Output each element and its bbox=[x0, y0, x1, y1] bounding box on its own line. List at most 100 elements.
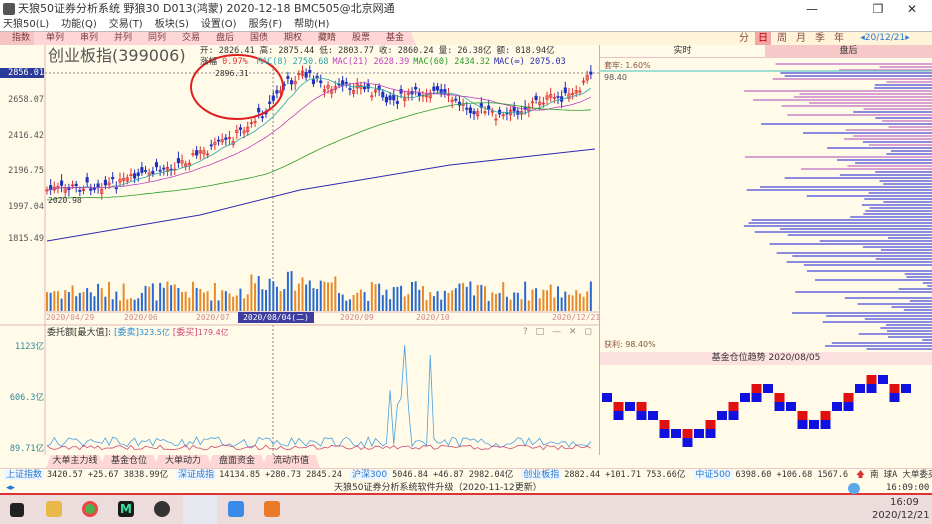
chip-bar bbox=[751, 219, 932, 221]
ticker-item[interactable]: 创业板指 2882.44 +101.71 753.66亿 bbox=[521, 469, 685, 482]
volume-bar bbox=[403, 296, 406, 311]
period-4[interactable]: 季 bbox=[815, 33, 825, 44]
ticker-name[interactable]: 创业板指 bbox=[521, 470, 562, 480]
trend-cell bbox=[809, 420, 819, 429]
tianlang-app-icon[interactable] bbox=[183, 495, 217, 524]
chip-bar bbox=[808, 102, 932, 104]
candle bbox=[209, 144, 213, 147]
candle bbox=[202, 150, 206, 155]
menu-service[interactable]: 服务(F) bbox=[248, 19, 283, 30]
tab-7[interactable]: 国债 bbox=[238, 32, 280, 45]
indicator-tab-0[interactable]: 大单主力线 bbox=[46, 455, 104, 468]
candle bbox=[545, 95, 549, 100]
tab-0[interactable]: 指数 bbox=[0, 32, 42, 45]
wps-icon[interactable] bbox=[228, 501, 244, 517]
indicator-tab-1[interactable]: 基金仓位 bbox=[100, 455, 158, 468]
indicator-tab-2[interactable]: 大单动力 bbox=[154, 455, 212, 468]
chip-bar bbox=[880, 327, 932, 329]
tab-3[interactable]: 并列 bbox=[102, 32, 144, 45]
candle bbox=[191, 153, 195, 156]
volume-bar bbox=[188, 297, 191, 311]
minimize-button[interactable]: — bbox=[806, 2, 818, 16]
candle bbox=[107, 182, 111, 186]
volume-bar bbox=[502, 282, 505, 311]
tab-after-close[interactable]: 盘后 bbox=[765, 45, 932, 58]
chip-bar bbox=[776, 252, 932, 254]
menu-trade[interactable]: 交易(T) bbox=[108, 19, 143, 30]
chip-bar bbox=[850, 216, 932, 218]
maximize-panel-button[interactable]: □ bbox=[535, 327, 545, 337]
close-button[interactable]: ✕ bbox=[906, 2, 918, 16]
tab-2[interactable]: 串列 bbox=[68, 32, 110, 45]
volume-bar bbox=[557, 286, 559, 311]
tab-4[interactable]: 同列 bbox=[136, 32, 178, 45]
trend-cell bbox=[751, 393, 762, 402]
volume-bar bbox=[567, 294, 570, 311]
ticker-item[interactable]: 上证指数 3420.57 +25.67 3838.99亿 bbox=[4, 469, 168, 482]
menu-help[interactable]: 帮助(H) bbox=[294, 19, 330, 30]
date-label: 2020/12/21 bbox=[552, 313, 601, 322]
date-label: 2020/06 bbox=[124, 313, 158, 322]
chip-bar bbox=[879, 66, 932, 68]
file-explorer-icon[interactable] bbox=[46, 501, 62, 517]
menu-function[interactable]: 功能(Q) bbox=[61, 19, 97, 30]
minimize-panel-button[interactable]: — bbox=[552, 327, 562, 337]
period-0[interactable]: 分 bbox=[739, 33, 749, 44]
ticker-name[interactable]: 深证成指 bbox=[176, 470, 217, 480]
date-navigator[interactable]: ◂20/12/21▸ bbox=[860, 33, 910, 43]
chrome-icon[interactable] bbox=[82, 501, 98, 517]
candle bbox=[330, 89, 334, 94]
indicator-tab-4[interactable]: 流动市值 bbox=[262, 455, 320, 468]
period-1[interactable]: 日 bbox=[755, 32, 771, 45]
ticker-item[interactable]: 沪深300 5046.84 +46.87 2982.04亿 bbox=[349, 469, 513, 482]
restore-button[interactable]: ❐ bbox=[872, 2, 884, 16]
close-panel-button[interactable]: ✕ bbox=[568, 327, 577, 337]
ticker-name[interactable]: 沪深300 bbox=[349, 470, 390, 480]
trend-cell bbox=[625, 402, 635, 411]
ticker-item[interactable]: 深证成指 14134.85 +280.73 2845.24 bbox=[176, 469, 342, 482]
tab-10[interactable]: 股票 bbox=[340, 32, 382, 45]
help-button[interactable]: ? bbox=[523, 327, 528, 337]
menu-tianlang[interactable]: 天狼50(L) bbox=[3, 19, 50, 30]
volume-bar bbox=[520, 299, 523, 311]
volume-bar bbox=[155, 300, 158, 311]
chip-bar bbox=[927, 285, 932, 287]
volume-bar bbox=[195, 287, 198, 311]
scroll-arrows-icon[interactable]: ◂▸ bbox=[6, 483, 16, 493]
tab-1[interactable]: 单列 bbox=[34, 32, 76, 45]
ticker-name[interactable]: 中证500 bbox=[693, 470, 733, 480]
period-5[interactable]: 年 bbox=[834, 33, 844, 44]
m-app-icon[interactable]: M bbox=[118, 501, 134, 517]
trend-cell bbox=[682, 438, 693, 447]
candle bbox=[136, 172, 140, 176]
candle bbox=[227, 136, 232, 139]
menu-settings[interactable]: 设置(O) bbox=[200, 19, 237, 30]
tab-realtime[interactable]: 实时 bbox=[600, 45, 765, 58]
tab-11[interactable]: 基金 bbox=[374, 32, 416, 45]
indicator-tab-3[interactable]: 盘面资金 bbox=[208, 455, 266, 468]
tab-5[interactable]: 交易 bbox=[170, 32, 212, 45]
volume-bar bbox=[126, 299, 129, 311]
period-3[interactable]: 月 bbox=[796, 33, 806, 44]
period-2[interactable]: 周 bbox=[777, 33, 787, 44]
chip-bar bbox=[882, 120, 932, 122]
tab-6[interactable]: 盘后 bbox=[204, 32, 246, 45]
ticker-name[interactable]: 上证指数 bbox=[4, 470, 45, 480]
chip-bar bbox=[890, 150, 932, 152]
price-label: 2658.07 bbox=[8, 95, 44, 105]
obs-icon[interactable] bbox=[154, 501, 170, 517]
chip-bar bbox=[806, 270, 932, 272]
chip-bar bbox=[748, 222, 932, 224]
kline-chart[interactable]: 2896.31 2020.98 bbox=[0, 45, 600, 455]
candle bbox=[304, 71, 308, 78]
chat-icon[interactable] bbox=[848, 483, 860, 494]
ticker-item[interactable]: 中证500 6398.60 +106.68 1567.6 bbox=[693, 469, 848, 482]
popout-panel-button[interactable]: ◻ bbox=[584, 327, 592, 337]
candle bbox=[257, 107, 261, 113]
candle bbox=[293, 80, 297, 85]
tab-8[interactable]: 期权 bbox=[272, 32, 314, 45]
tab-9[interactable]: 藏睛 bbox=[306, 32, 348, 45]
windows-start-icon[interactable] bbox=[10, 503, 24, 517]
video-player-icon[interactable] bbox=[264, 501, 280, 517]
menu-sector[interactable]: 板块(S) bbox=[154, 19, 189, 30]
